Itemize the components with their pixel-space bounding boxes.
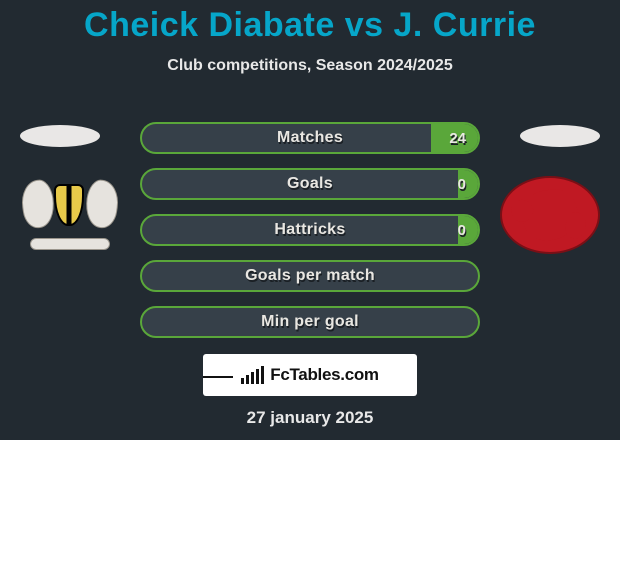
page-title: Cheick Diabate vs J. Currie	[0, 0, 620, 45]
club-crest-right	[500, 176, 600, 254]
stat-bar: Goals0	[140, 168, 480, 200]
stat-bar-label: Goals per match	[142, 262, 478, 290]
page-subtitle: Club competitions, Season 2024/2025	[0, 57, 620, 75]
stat-bar: Hattricks0	[140, 214, 480, 246]
stat-bar: Min per goal	[140, 306, 480, 338]
brand-text: FcTables.com	[270, 365, 379, 385]
stat-bar-label: Hattricks	[142, 216, 478, 244]
comparison-panel: Cheick Diabate vs J. Currie Club competi…	[0, 0, 620, 440]
generated-date: 27 january 2025	[0, 408, 620, 428]
stat-bar-value-right: 24	[449, 124, 466, 152]
stat-bar-label: Min per goal	[142, 308, 478, 336]
player-avatar-left	[20, 125, 100, 147]
player-avatar-right	[520, 125, 600, 147]
stat-bar: Goals per match	[140, 260, 480, 292]
club-crest-left	[20, 176, 120, 254]
stat-bar-label: Matches	[142, 124, 478, 152]
stat-bars: Matches24Goals0Hattricks0Goals per match…	[140, 122, 480, 338]
stat-bar-label: Goals	[142, 170, 478, 198]
stat-bar-value-right: 0	[458, 216, 466, 244]
stat-bar-value-right: 0	[458, 170, 466, 198]
brand-badge: FcTables.com	[203, 354, 417, 396]
stat-bar: Matches24	[140, 122, 480, 154]
bar-chart-icon	[241, 366, 264, 384]
